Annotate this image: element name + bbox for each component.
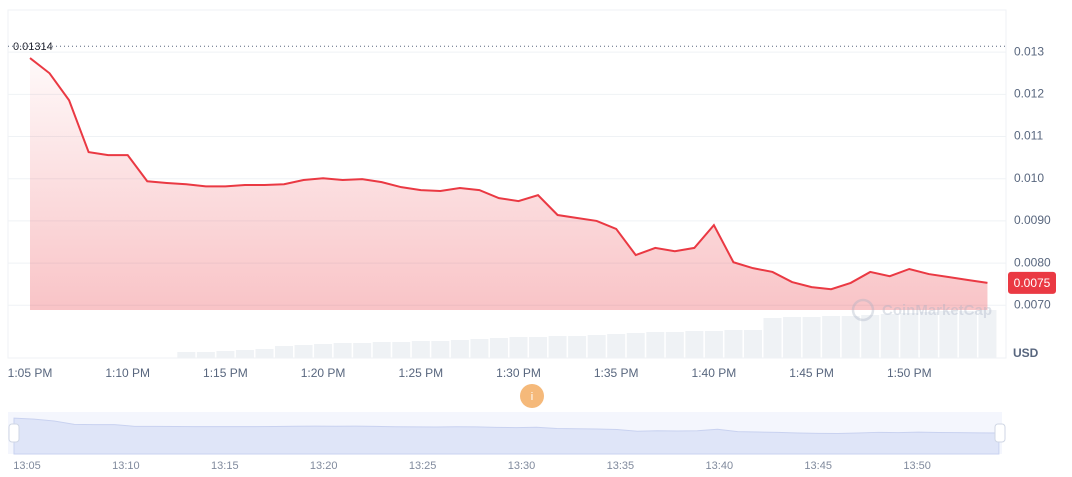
navigator-label: 13:15 — [211, 460, 239, 472]
x-tick-label: 1:35 PM — [594, 366, 639, 380]
volume-bar — [919, 312, 938, 358]
high-label: 0.01314 — [13, 41, 53, 53]
volume-bar — [411, 341, 430, 358]
volume-bar — [880, 314, 899, 358]
watermark: CoinMarketCap — [851, 298, 992, 322]
navigator-label: 13:20 — [310, 460, 338, 472]
volume-bar — [235, 350, 254, 358]
x-tick-label: 1:05 PM — [8, 366, 53, 380]
volume-bar — [275, 346, 294, 358]
navigator-label: 13:35 — [607, 460, 635, 472]
volume-bar — [450, 340, 469, 358]
volume-bar — [548, 336, 567, 358]
x-tick-label: 1:45 PM — [789, 366, 834, 380]
volume-bar — [216, 351, 235, 358]
volume-bar — [607, 334, 626, 358]
volume-bar — [958, 311, 977, 358]
volume-bar — [372, 342, 391, 358]
volume-bar — [587, 335, 606, 358]
volume-bar — [802, 317, 821, 358]
x-tick-label: 1:40 PM — [692, 366, 737, 380]
volume-bar — [724, 330, 743, 358]
volume-bar — [509, 337, 528, 358]
volume-bar — [353, 343, 372, 358]
volume-bar — [841, 316, 860, 358]
volume-bar — [431, 341, 450, 358]
volume-bar — [333, 343, 352, 358]
volume-bar — [763, 318, 782, 358]
y-tick-label: 0.010 — [1014, 171, 1044, 185]
last-price-label: 0.0075 — [1014, 276, 1051, 290]
navigator-handle[interactable] — [8, 423, 20, 443]
volume-bar — [626, 333, 645, 358]
volume-bar — [900, 313, 919, 358]
navigator-label: 13:10 — [112, 460, 140, 472]
navigator-label: 13:05 — [13, 460, 41, 472]
volume-bar — [646, 332, 665, 358]
navigator-label: 13:40 — [706, 460, 734, 472]
volume-bar — [939, 311, 958, 358]
volume-bar — [314, 344, 333, 358]
volume-bar — [392, 342, 411, 358]
y-tick-label: 0.011 — [1014, 129, 1043, 143]
volume-bar — [822, 316, 841, 358]
volume-bar — [568, 336, 587, 358]
volume-bar — [294, 345, 313, 358]
x-tick-label: 1:15 PM — [203, 366, 248, 380]
y-tick-label: 0.0070 — [1014, 297, 1051, 311]
navigator-label: 13:25 — [409, 460, 437, 472]
x-tick-label: 1:50 PM — [887, 366, 932, 380]
volume-bar — [255, 349, 274, 358]
x-tick-label: 1:20 PM — [301, 366, 346, 380]
watermark-text: CoinMarketCap — [882, 302, 992, 319]
volume-bar — [861, 315, 880, 358]
y-tick-label: 0.013 — [1014, 44, 1044, 58]
price-area — [30, 58, 988, 310]
last-price-badge — [1008, 271, 1056, 294]
info-icon[interactable] — [520, 384, 544, 408]
y-tick-label: 0.0090 — [1014, 213, 1051, 227]
price-line — [29, 57, 988, 291]
volume-bar — [665, 332, 684, 358]
y-tick-label: 0.012 — [1014, 87, 1044, 101]
volume-bar — [704, 331, 723, 358]
volume-bar — [783, 317, 802, 358]
navigator-label: 13:30 — [508, 460, 536, 472]
volume-bar — [470, 339, 489, 358]
x-tick-label: 1:10 PM — [105, 366, 150, 380]
volume-bar — [489, 338, 508, 358]
volume-bar — [196, 352, 215, 358]
navigator-label: 13:50 — [903, 460, 931, 472]
volume-bar — [978, 310, 997, 358]
navigator-handle[interactable] — [994, 423, 1006, 443]
info-icon-glyph: i — [531, 391, 533, 403]
volume-bar — [743, 330, 762, 358]
volume-bar — [529, 337, 548, 358]
volume-bar — [685, 331, 704, 358]
navigator-area — [13, 417, 1000, 455]
y-unit: USD — [1013, 346, 1039, 360]
x-tick-label: 1:30 PM — [496, 366, 541, 380]
watermark-logo — [851, 298, 875, 322]
y-tick-label: 0.0080 — [1014, 255, 1051, 269]
navigator-label: 13:45 — [804, 460, 832, 472]
volume-bar — [177, 352, 196, 358]
x-tick-label: 1:25 PM — [398, 366, 443, 380]
